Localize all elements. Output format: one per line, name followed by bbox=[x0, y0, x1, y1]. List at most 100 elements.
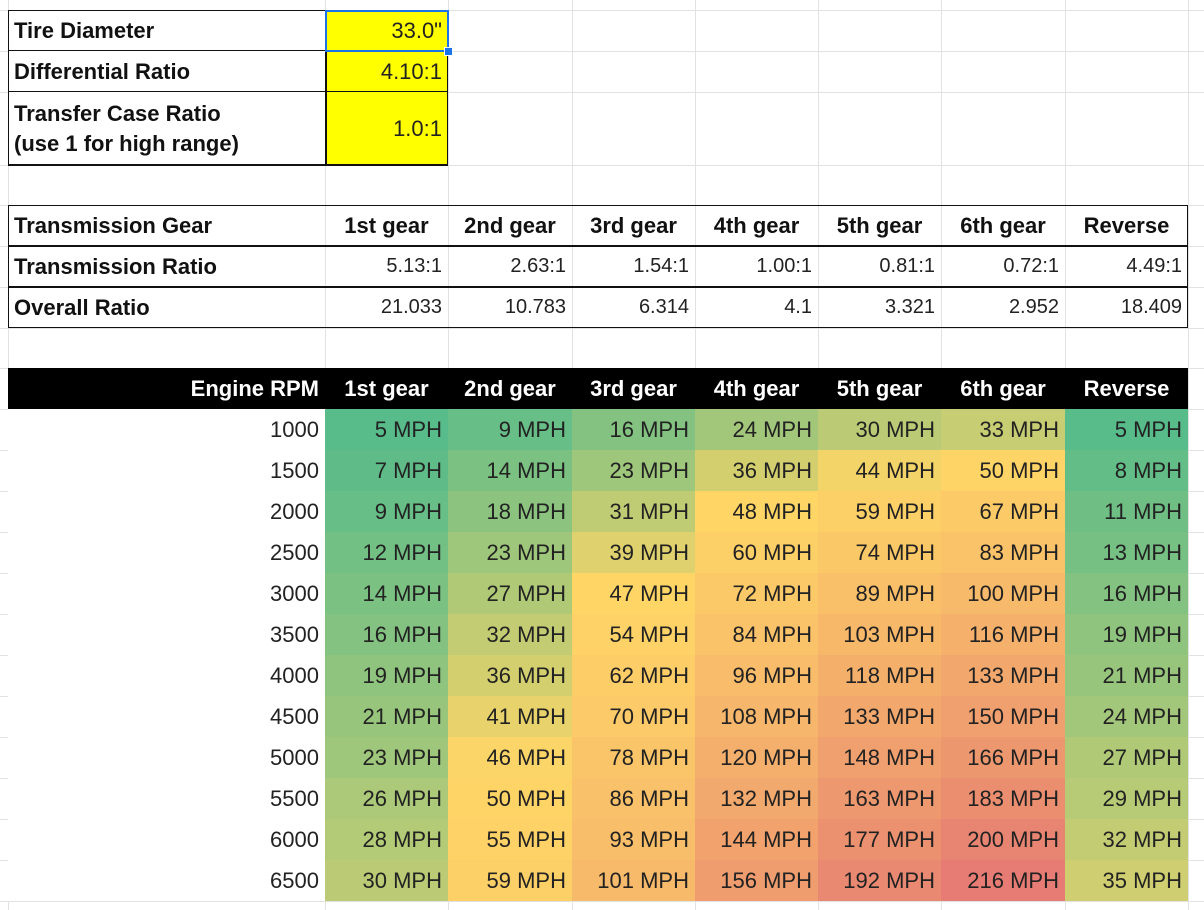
ratio-cell: 1.54:1 bbox=[633, 255, 689, 277]
column-header: 6th gear bbox=[960, 212, 1046, 238]
gridline bbox=[0, 92, 1204, 93]
ratio-cell: 10.783 bbox=[504, 296, 566, 318]
rpm-label: 1500 bbox=[8, 450, 325, 491]
column-header: 1st gear bbox=[344, 212, 429, 238]
row-label: Overall Ratio bbox=[14, 294, 150, 320]
gridline bbox=[0, 901, 1204, 902]
speed-cell: 132 MPH bbox=[695, 778, 818, 819]
speed-cell: 183 MPH bbox=[941, 778, 1065, 819]
row-label: Transmission Ratio bbox=[14, 253, 217, 279]
speed-cell: 60 MPH bbox=[695, 532, 818, 573]
speed-cell: 96 MPH bbox=[695, 655, 818, 696]
speed-cell: 32 MPH bbox=[1065, 819, 1188, 860]
gridline bbox=[0, 287, 1204, 288]
speed-cell: 67 MPH bbox=[941, 491, 1065, 532]
speed-cell: 70 MPH bbox=[572, 696, 695, 737]
input-value: 1.0:1 bbox=[325, 92, 448, 165]
speed-cell: 62 MPH bbox=[572, 655, 695, 696]
speed-cell: 32 MPH bbox=[448, 614, 572, 655]
gridline bbox=[0, 165, 1204, 166]
ratio-cell: 3.321 bbox=[884, 296, 935, 318]
speed-cell: 7 MPH bbox=[325, 450, 448, 491]
column-header: 2nd gear bbox=[464, 212, 556, 238]
speed-cell: 46 MPH bbox=[448, 737, 572, 778]
speed-cell: 72 MPH bbox=[695, 573, 818, 614]
speed-cell: 24 MPH bbox=[695, 409, 818, 450]
gridline bbox=[0, 246, 1204, 247]
input-label: Transfer Case Ratio (use 1 for high rang… bbox=[8, 92, 325, 165]
border bbox=[8, 50, 448, 52]
ratio-cell: 0.81:1 bbox=[879, 255, 935, 277]
input-label: Tire Diameter bbox=[8, 10, 325, 51]
speed-cell: 27 MPH bbox=[448, 573, 572, 614]
rpm-label: 6500 bbox=[8, 860, 325, 901]
input-label: Differential Ratio bbox=[8, 51, 325, 92]
speed-cell: 100 MPH bbox=[941, 573, 1065, 614]
border bbox=[8, 245, 1188, 247]
speed-cell: 177 MPH bbox=[818, 819, 941, 860]
speed-cell: 50 MPH bbox=[941, 450, 1065, 491]
speed-cell: 16 MPH bbox=[1065, 573, 1188, 614]
ratio-cell: 2.952 bbox=[1008, 296, 1059, 318]
speed-cell: 133 MPH bbox=[941, 655, 1065, 696]
speed-cell: 24 MPH bbox=[1065, 696, 1188, 737]
speed-cell: 166 MPH bbox=[941, 737, 1065, 778]
border bbox=[8, 164, 448, 166]
speed-cell: 50 MPH bbox=[448, 778, 572, 819]
speed-cell: 5 MPH bbox=[1065, 409, 1188, 450]
column-header: 4th gear bbox=[695, 368, 818, 409]
ratio-cell: 4.49:1 bbox=[1126, 255, 1182, 277]
speed-cell: 36 MPH bbox=[448, 655, 572, 696]
speed-cell: 84 MPH bbox=[695, 614, 818, 655]
speed-cell: 21 MPH bbox=[1065, 655, 1188, 696]
rpm-label: 5000 bbox=[8, 737, 325, 778]
gridline bbox=[0, 51, 1204, 52]
column-header: 6th gear bbox=[941, 368, 1065, 409]
speed-cell: 150 MPH bbox=[941, 696, 1065, 737]
gridline bbox=[1188, 0, 1189, 910]
ratio-cell: 6.314 bbox=[638, 296, 689, 318]
speed-cell: 30 MPH bbox=[325, 860, 448, 901]
gridline bbox=[0, 10, 1204, 11]
speed-cell: 41 MPH bbox=[448, 696, 572, 737]
speed-cell: 9 MPH bbox=[448, 409, 572, 450]
speed-cell: 35 MPH bbox=[1065, 860, 1188, 901]
rpm-label: 2500 bbox=[8, 532, 325, 573]
gridline bbox=[0, 328, 1204, 329]
speed-cell: 30 MPH bbox=[818, 409, 941, 450]
speed-cell: 103 MPH bbox=[818, 614, 941, 655]
speed-cell: 59 MPH bbox=[818, 491, 941, 532]
column-header: 5th gear bbox=[818, 368, 941, 409]
input-value: 4.10:1 bbox=[325, 51, 448, 92]
column-header: 4th gear bbox=[713, 212, 800, 238]
rpm-label: 4000 bbox=[8, 655, 325, 696]
ratio-cell: 4.1 bbox=[784, 296, 812, 318]
speed-cell: 39 MPH bbox=[572, 532, 695, 573]
rpm-label: 3000 bbox=[8, 573, 325, 614]
ratio-cell: 21.033 bbox=[380, 296, 442, 318]
speed-cell: 33 MPH bbox=[941, 409, 1065, 450]
speed-cell: 156 MPH bbox=[695, 860, 818, 901]
speed-cell: 200 MPH bbox=[941, 819, 1065, 860]
speed-cell: 101 MPH bbox=[572, 860, 695, 901]
column-header: Engine RPM bbox=[8, 368, 325, 409]
speed-cell: 19 MPH bbox=[325, 655, 448, 696]
ratio-cell: 18.409 bbox=[1120, 296, 1182, 318]
input-value: 33.0" bbox=[325, 10, 448, 51]
speed-cell: 16 MPH bbox=[572, 409, 695, 450]
column-header: 1st gear bbox=[325, 368, 448, 409]
speed-cell: 21 MPH bbox=[325, 696, 448, 737]
column-header: 2nd gear bbox=[448, 368, 572, 409]
column-header: Transmission Gear bbox=[14, 212, 213, 238]
speed-cell: 26 MPH bbox=[325, 778, 448, 819]
ratio-cell: 1.00:1 bbox=[756, 255, 812, 277]
speed-cell: 59 MPH bbox=[448, 860, 572, 901]
rpm-label: 3500 bbox=[8, 614, 325, 655]
speed-cell: 16 MPH bbox=[325, 614, 448, 655]
speed-cell: 11 MPH bbox=[1065, 491, 1188, 532]
speed-cell: 78 MPH bbox=[572, 737, 695, 778]
speed-cell: 47 MPH bbox=[572, 573, 695, 614]
speed-cell: 27 MPH bbox=[1065, 737, 1188, 778]
rpm-label: 5500 bbox=[8, 778, 325, 819]
